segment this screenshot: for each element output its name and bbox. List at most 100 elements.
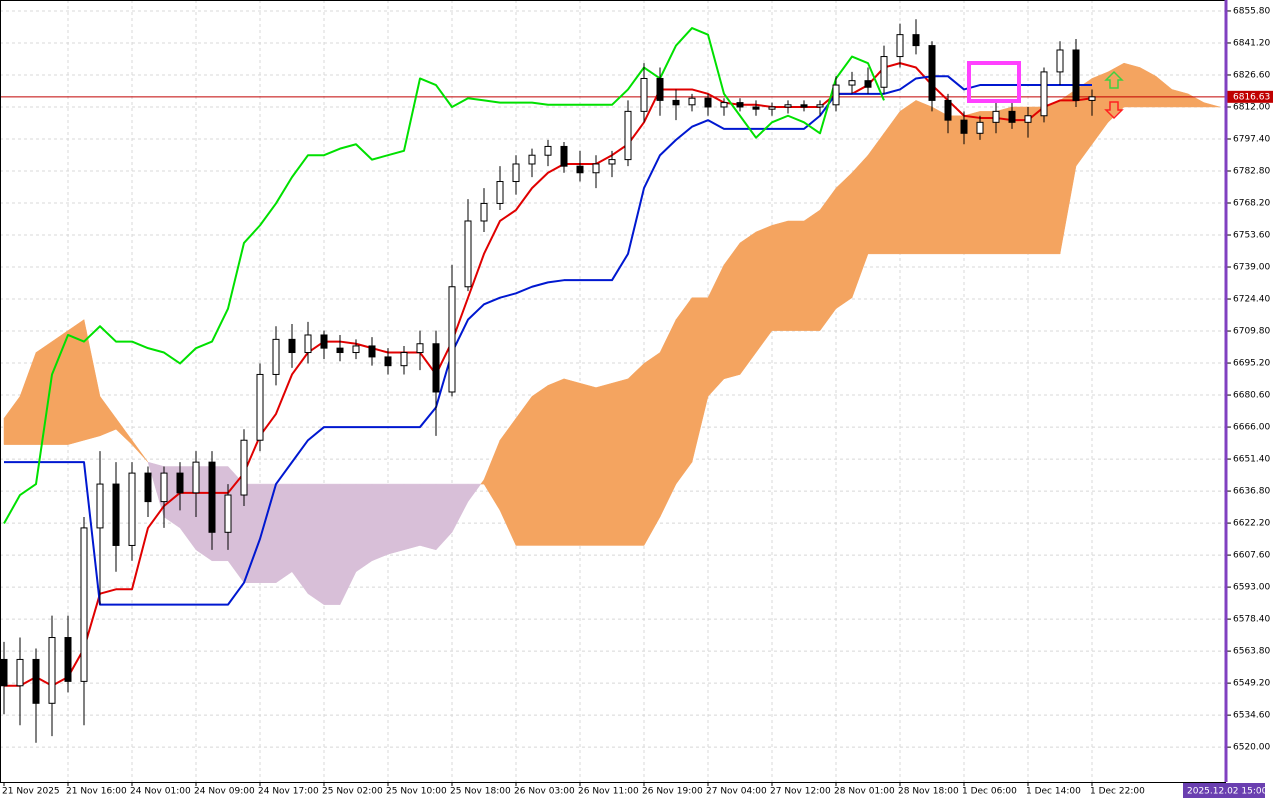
y-tick-label: 6563.80 [1233,647,1270,657]
last-price-label: 6816.63 [1233,92,1270,102]
cloud-segment [819,187,837,332]
candle-body [416,343,424,354]
cursor-time-label: 2025.12.02 15:00 [1187,787,1268,797]
y-tick-label: 6724.40 [1233,295,1270,305]
y-tick-label: 6855.80 [1233,6,1270,16]
cloud-segment [947,115,965,255]
cloud-segment [643,352,661,547]
x-tick-label: 21 Nov 16:00 [66,787,127,797]
cloud-segment [627,362,645,546]
cloud-segment [243,483,261,583]
candle-body [976,121,984,134]
cloud-segment [275,483,293,584]
indicator-line [3,27,885,525]
cloud-segment [531,384,549,546]
candle-body [928,45,936,101]
candle-body [336,347,344,354]
y-tick-label: 6782.80 [1233,167,1270,177]
cloud-segment [739,231,757,376]
candle-body [16,658,24,687]
cloud-segment [931,106,949,255]
x-tick-label: 1 Dec 22:00 [1090,787,1145,797]
candle-body [352,345,360,354]
candle-body [400,352,408,367]
candle-body [256,373,264,441]
y-tick-label: 6593.00 [1233,583,1270,593]
candle-body [784,104,792,108]
x-tick-label: 28 Nov 01:00 [834,787,895,797]
cloud-segment [547,378,565,546]
y-tick-label: 6826.60 [1233,70,1270,80]
candle-body [672,99,680,106]
cloud-segment [323,483,341,605]
candle-body [944,99,952,121]
x-tick-label: 1 Dec 06:00 [962,787,1017,797]
candle-body [768,106,776,110]
candle-body [0,658,8,687]
candle-body [704,97,712,108]
candle-body [992,110,1000,123]
candle-body [688,97,696,106]
candle-body [544,145,552,156]
sell-arrow [1104,101,1124,120]
x-tick-label: 26 Nov 19:00 [642,787,703,797]
y-tick-label: 6739.00 [1233,263,1270,273]
candle-body [128,472,136,546]
cloud-segment [371,483,389,562]
cloud-segment [1043,100,1061,255]
cloud-segment [419,483,437,551]
y-tick-label: 6753.60 [1233,231,1270,241]
x-tick-label: 25 Nov 18:00 [450,787,511,797]
x-tick-label: 27 Nov 04:00 [706,787,767,797]
cloud-segment [723,242,741,380]
candle-body [112,483,120,546]
candle-body [464,220,472,288]
y-tick-label: 6709.80 [1233,327,1270,337]
x-tick-label: 25 Nov 02:00 [322,787,383,797]
candle-body [624,110,632,161]
candle-body [880,56,888,88]
candle-body [720,102,728,108]
cloud-segment [515,395,533,546]
candle-body [1088,96,1096,101]
candle-body [432,343,440,393]
candle-body [896,34,904,58]
candle-body [176,472,184,494]
candle-body [608,159,616,165]
candle-body [160,472,168,503]
cursor-time-box [1183,783,1265,798]
cloud-segment [51,330,69,445]
candle-body [1008,110,1016,123]
candles [0,19,1096,743]
candle-body [384,356,392,367]
candle-body [864,80,872,88]
axes: 6855.80 6841.20 6826.60 6812.00 6797.40 6782.… [2,6,1273,798]
candle-body [304,334,312,354]
cloud-segment [755,224,773,354]
candle-body [272,338,280,375]
candle-body [592,163,600,174]
candle-body [1072,49,1080,101]
candle-body [480,202,488,222]
candle-body [848,80,856,86]
y-tick-label: 6549.20 [1233,679,1270,689]
y-tick-label: 6534.60 [1233,711,1270,721]
indicator-line [4,62,1093,687]
y-tick-label: 6768.20 [1233,199,1270,209]
y-tick-label: 6578.40 [1233,615,1270,625]
y-tick-label: 6812.00 [1233,102,1270,112]
x-tick-label: 26 Nov 11:00 [578,787,639,797]
indicator-line [4,75,1092,606]
x-tick-label: 1 Dec 14:00 [1026,787,1081,797]
candle-body [960,119,968,134]
candle-body [288,338,296,354]
selection-box [967,61,1021,103]
cloud-segment [307,483,325,606]
candle-body [48,637,56,704]
candle-body [240,439,248,496]
cloud-segment [387,483,405,555]
x-tick-label: 24 Nov 17:00 [258,787,319,797]
candle-body [448,286,456,393]
